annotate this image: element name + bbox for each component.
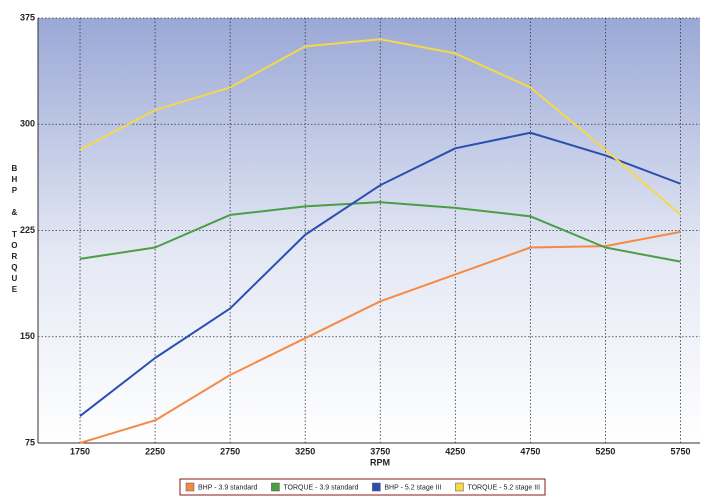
legend-swatch (372, 482, 381, 492)
legend-swatch (455, 482, 464, 492)
x-tick-label: 2750 (220, 446, 240, 456)
x-tick-label: 5250 (595, 446, 615, 456)
data-line (79, 201, 681, 263)
data-line (79, 38, 682, 216)
legend-label: TORQUE - 5.2 stage III (467, 484, 540, 491)
x-tick-label: 2250 (145, 446, 165, 456)
x-tick-label: 4250 (445, 446, 465, 456)
legend-label: BHP - 3.9 standard (198, 484, 258, 491)
x-tick-label: 3750 (370, 446, 390, 456)
x-tick-label: 4750 (520, 446, 540, 456)
y-axis-label: BHP & TORQUE (10, 164, 19, 296)
x-axis-label: RPM (370, 457, 390, 467)
data-line (79, 230, 681, 444)
y-tick-label: 150 (20, 331, 35, 341)
data-line (79, 131, 681, 417)
y-tick-label: 375 (20, 12, 35, 22)
x-tick-label: 1750 (70, 446, 90, 456)
y-tick-label: 225 (20, 225, 35, 235)
x-tick-label: 3250 (295, 446, 315, 456)
legend-label: TORQUE - 3.9 standard (283, 484, 358, 491)
plot-background (38, 18, 700, 443)
x-tick-label: 5750 (670, 446, 690, 456)
legend-swatch (271, 482, 280, 492)
y-tick-label: 75 (25, 437, 35, 447)
legend-label: BHP - 5.2 stage III (384, 484, 441, 491)
legend-swatch (185, 482, 195, 492)
y-tick-label: 300 (20, 119, 35, 129)
